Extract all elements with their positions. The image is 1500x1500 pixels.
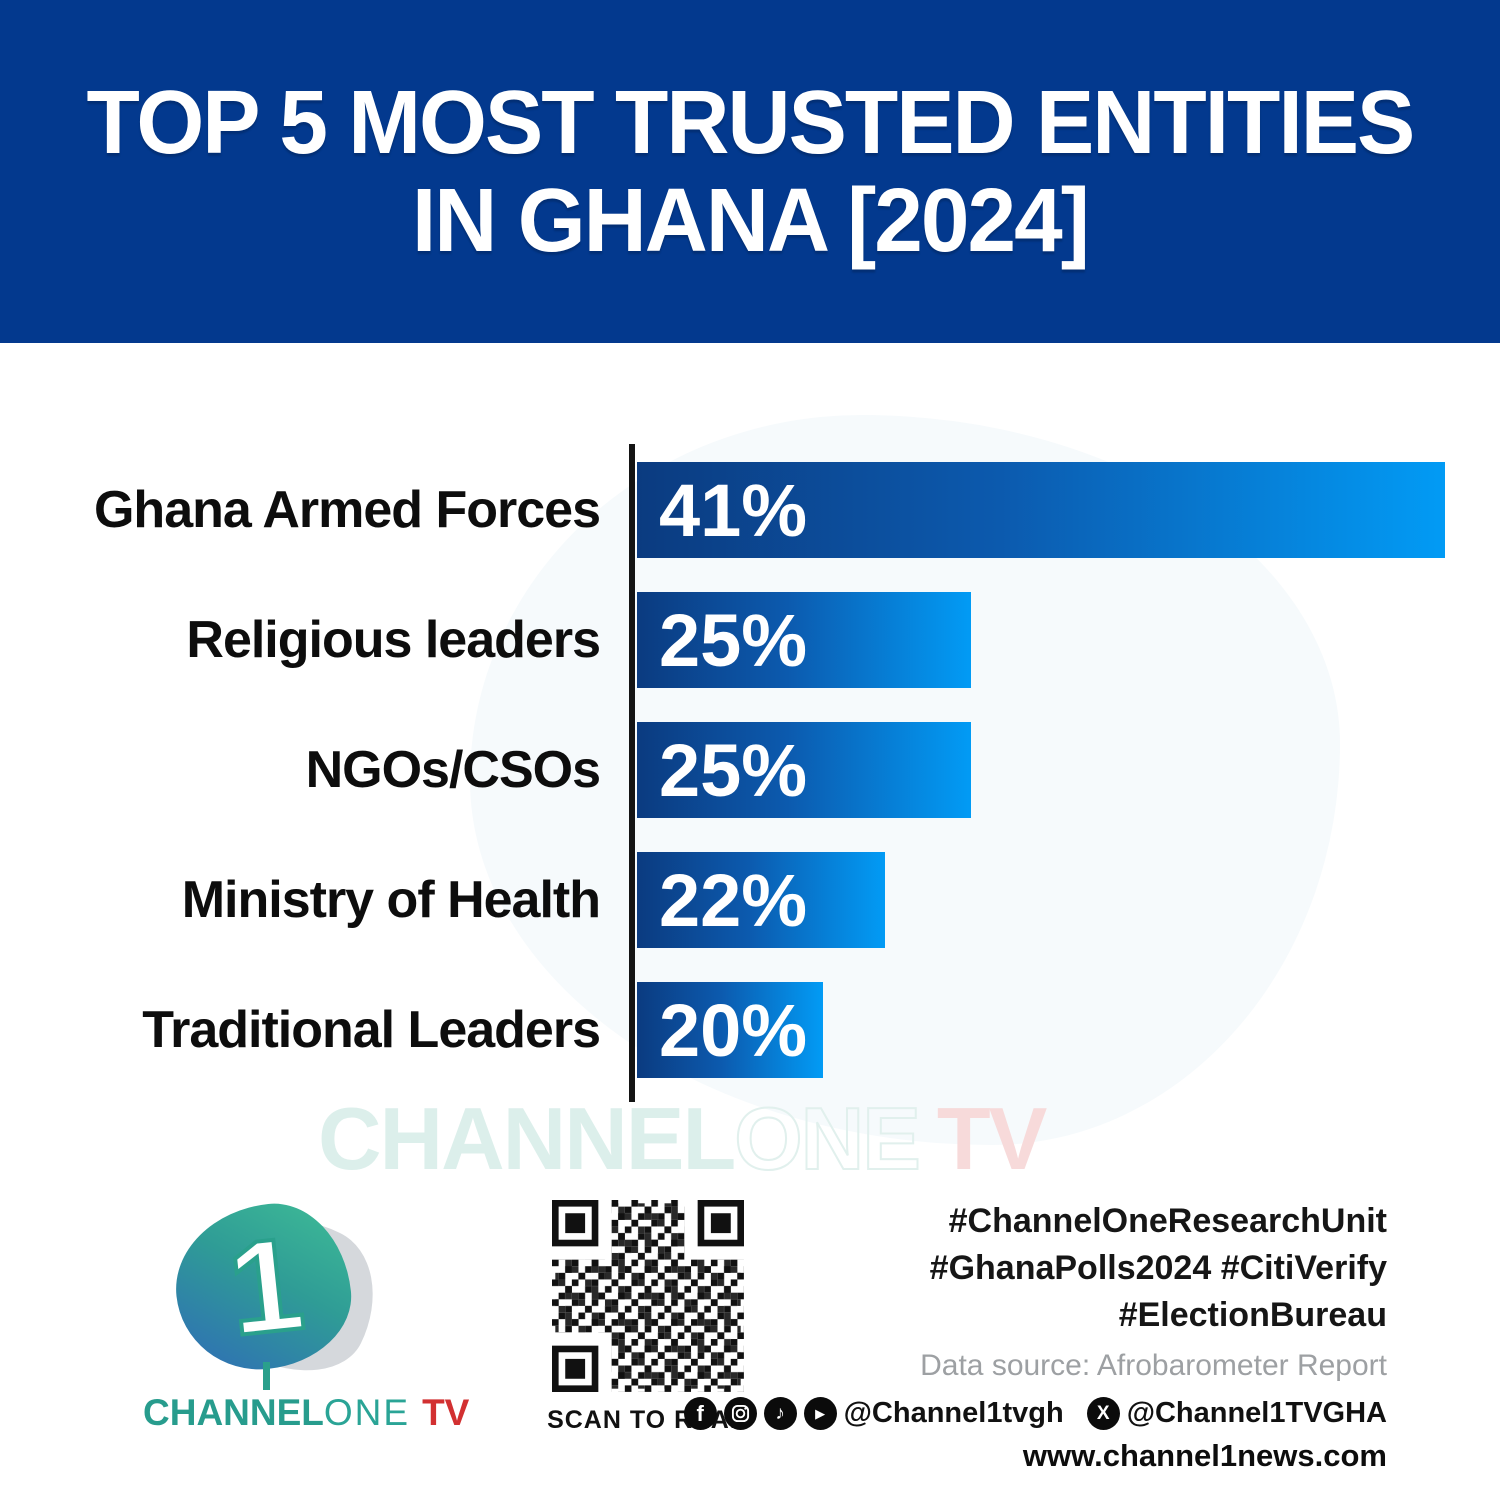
category-label: Traditional Leaders — [142, 1001, 601, 1059]
category-label: Religious leaders — [186, 611, 601, 669]
category-label: Ghana Armed Forces — [93, 481, 601, 539]
bar-ministry-of-health: 22% — [637, 852, 885, 948]
watermark-channel: CHANNEL — [318, 1089, 736, 1188]
x-twitter-icon: X — [1086, 1397, 1120, 1430]
social-row: f ♪ ▶ @Channel1tvgh X @Channel1TVGHA — [683, 1397, 1387, 1430]
footer-right-block: #ChannelOneResearchUnit #GhanaPolls2024 … — [683, 1198, 1387, 1474]
bar-row-ngos-csos: NGOs/CSOs 25% — [0, 722, 1500, 818]
page-title: TOP 5 MOST TRUSTED ENTITIES IN GHANA [20… — [86, 72, 1416, 271]
youtube-icon: ▶ — [803, 1397, 837, 1430]
qr-code — [552, 1200, 744, 1392]
bar-row-ghana-armed-forces: Ghana Armed Forces 41% — [0, 462, 1500, 558]
page-title-line2: IN GHANA [2024] — [412, 170, 1090, 271]
watermark-tv: TV — [936, 1089, 1047, 1188]
website-url: www.channel1news.com — [1022, 1438, 1387, 1473]
logo-wordmark: CHANNELONE TV — [143, 1392, 469, 1434]
logo-numeral-1: 1 — [220, 1207, 312, 1365]
bar-row-religious-leaders: Religious leaders 25% — [0, 592, 1500, 688]
watermark-one: ONE — [733, 1088, 922, 1189]
tiktok-icon: ♪ — [763, 1397, 797, 1430]
category-label: Ministry of Health — [181, 871, 601, 929]
hashtag-line-1: #ChannelOneResearchUnit — [948, 1202, 1387, 1240]
logo-wordmark-channel: CHANNEL — [143, 1392, 324, 1433]
instagram-icon — [723, 1397, 757, 1430]
bar-traditional-leaders: 20% — [637, 982, 823, 1078]
bar-value-label: 20% — [659, 988, 808, 1072]
hashtag-line-3: #ElectionBureau — [1118, 1296, 1387, 1334]
social-handle-x: @Channel1TVGHA — [1126, 1397, 1387, 1429]
bar-value-label: 41% — [659, 468, 808, 552]
watermark-channelone-tv: CHANNELONE TV — [318, 1088, 1418, 1190]
logo-numeral-tail — [263, 1362, 270, 1390]
bar-ngos-csos: 25% — [637, 722, 971, 818]
header-banner: TOP 5 MOST TRUSTED ENTITIES IN GHANA [20… — [0, 0, 1500, 343]
chart-axis-line — [629, 444, 635, 1102]
data-source-text: Data source: Afrobarometer Report — [920, 1349, 1387, 1382]
social-handle-main: @Channel1tvgh — [843, 1397, 1064, 1429]
bar-row-traditional-leaders: Traditional Leaders 20% — [0, 982, 1500, 1078]
hashtag-line-2: #GhanaPolls2024 #CitiVerify — [929, 1249, 1387, 1287]
bar-value-label: 22% — [659, 858, 808, 942]
page-title-line1: TOP 5 MOST TRUSTED ENTITIES — [86, 72, 1416, 173]
category-label: NGOs/CSOs — [305, 741, 601, 799]
bar-row-ministry-of-health: Ministry of Health 22% — [0, 852, 1500, 948]
logo-wordmark-tv: TV — [422, 1392, 470, 1433]
facebook-icon: f — [683, 1397, 717, 1430]
bar-ghana-armed-forces: 41% — [637, 462, 1445, 558]
logo-wordmark-one: ONE — [323, 1392, 411, 1433]
bar-value-label: 25% — [659, 728, 808, 812]
bar-value-label: 25% — [659, 598, 808, 682]
bar-religious-leaders: 25% — [637, 592, 971, 688]
